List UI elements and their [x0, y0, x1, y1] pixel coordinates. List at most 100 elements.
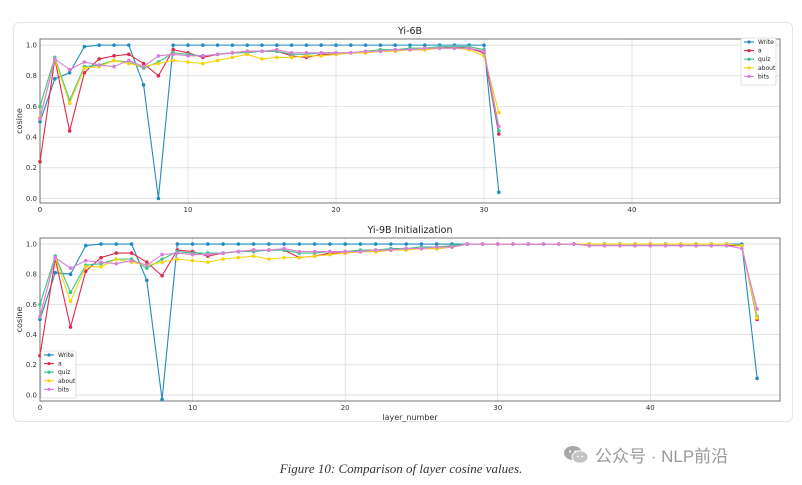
x-tick-label: 0 — [38, 404, 42, 412]
data-point-write — [393, 43, 398, 47]
data-point-write — [755, 376, 759, 381]
data-point-write — [408, 43, 412, 47]
data-point-about — [282, 255, 286, 260]
data-point-about — [190, 258, 195, 263]
y-tick-label: 1.0 — [26, 240, 37, 248]
y-tick-label: 0.0 — [26, 195, 37, 203]
data-point-quiz — [68, 290, 73, 295]
watermark: 公众号 · NLP前沿 — [563, 442, 728, 467]
data-point-bits — [378, 49, 383, 54]
data-point-a — [82, 70, 87, 75]
y-tick-label: 0.6 — [26, 301, 38, 309]
data-point-write — [251, 242, 256, 246]
data-point-about — [127, 61, 131, 66]
data-point-write — [423, 43, 427, 47]
y-tick-label: 0.8 — [26, 271, 37, 279]
data-point-bits — [495, 242, 500, 246]
data-point-about — [230, 55, 235, 60]
data-point-bits — [363, 49, 368, 54]
data-point-write — [260, 43, 264, 47]
data-point-bits — [349, 50, 353, 55]
data-point-bits — [312, 249, 317, 254]
watermark-text: 公众号 · NLP前沿 — [595, 447, 729, 466]
data-point-write — [334, 43, 338, 47]
series-bits — [38, 46, 501, 129]
legend-marker-quiz — [747, 57, 751, 61]
data-point-bits — [480, 242, 485, 246]
data-point-write — [282, 242, 286, 246]
data-point-bits — [129, 258, 134, 263]
data-point-write — [378, 43, 383, 47]
data-point-bits — [389, 248, 393, 252]
data-point-write — [230, 43, 235, 47]
y-tick-label: 0.2 — [26, 164, 37, 172]
x-tick-label: 10 — [188, 404, 197, 412]
data-point-write — [328, 242, 332, 246]
data-point-write — [201, 43, 205, 47]
data-point-bits — [275, 47, 279, 52]
data-point-bits — [393, 47, 398, 52]
data-point-a — [156, 73, 161, 78]
data-point-bits — [423, 46, 427, 50]
wechat-icon — [564, 445, 589, 464]
data-point-bits — [450, 245, 454, 249]
data-point-about — [297, 255, 302, 260]
y-tick-label: 0.4 — [26, 133, 38, 141]
data-point-a — [129, 251, 134, 255]
data-point-write — [99, 242, 103, 246]
data-point-bits — [201, 54, 205, 58]
data-point-about — [82, 66, 87, 70]
legend-marker-bits — [747, 74, 751, 78]
data-point-write — [129, 242, 134, 246]
data-point-bits — [99, 260, 103, 264]
data-point-a — [112, 54, 116, 58]
data-point-bits — [511, 242, 515, 246]
data-point-bits — [755, 307, 759, 311]
data-point-bits — [587, 243, 592, 248]
data-point-quiz — [38, 104, 42, 109]
data-point-about — [215, 58, 220, 63]
y-axis-label: cosine — [15, 307, 24, 333]
series-line-write — [39, 44, 500, 199]
data-point-bits — [358, 249, 363, 254]
y-tick-label: 0.4 — [26, 331, 38, 339]
data-point-about — [275, 55, 279, 60]
data-point-a — [99, 255, 103, 260]
data-point-write — [434, 242, 439, 246]
data-point-bits — [404, 246, 408, 251]
data-point-write — [53, 77, 57, 81]
data-point-write — [215, 43, 220, 47]
figure-card — [13, 22, 793, 422]
legend-label-a: a — [758, 48, 762, 55]
x-tick-label: 20 — [341, 404, 350, 412]
data-point-bits — [572, 242, 576, 246]
data-point-about — [267, 257, 271, 261]
data-point-bits — [112, 64, 116, 69]
data-point-about — [260, 57, 264, 61]
data-point-quiz — [160, 257, 164, 261]
data-point-bits — [434, 245, 439, 249]
data-point-write — [312, 242, 317, 246]
data-point-write — [190, 242, 195, 246]
data-point-write — [343, 242, 347, 246]
data-point-bits — [319, 50, 324, 55]
data-point-about — [175, 257, 180, 261]
data-point-bits — [82, 60, 87, 64]
data-point-about — [201, 61, 205, 66]
data-point-write — [482, 43, 486, 47]
legend-marker-write — [47, 353, 51, 357]
data-point-bits — [297, 249, 302, 254]
data-point-write — [38, 119, 42, 124]
series-line-about — [39, 47, 500, 118]
data-point-write — [349, 43, 353, 47]
x-tick-label: 30 — [480, 206, 489, 214]
series-line-bits — [39, 47, 500, 127]
data-point-about — [221, 257, 225, 261]
data-point-bits — [633, 243, 637, 248]
data-point-a — [145, 260, 149, 264]
data-point-bits — [328, 249, 332, 254]
legend-marker-bits — [47, 387, 51, 391]
x-axis-label: layer_number — [382, 413, 438, 422]
data-point-bits — [289, 50, 294, 55]
data-point-write — [160, 397, 164, 402]
